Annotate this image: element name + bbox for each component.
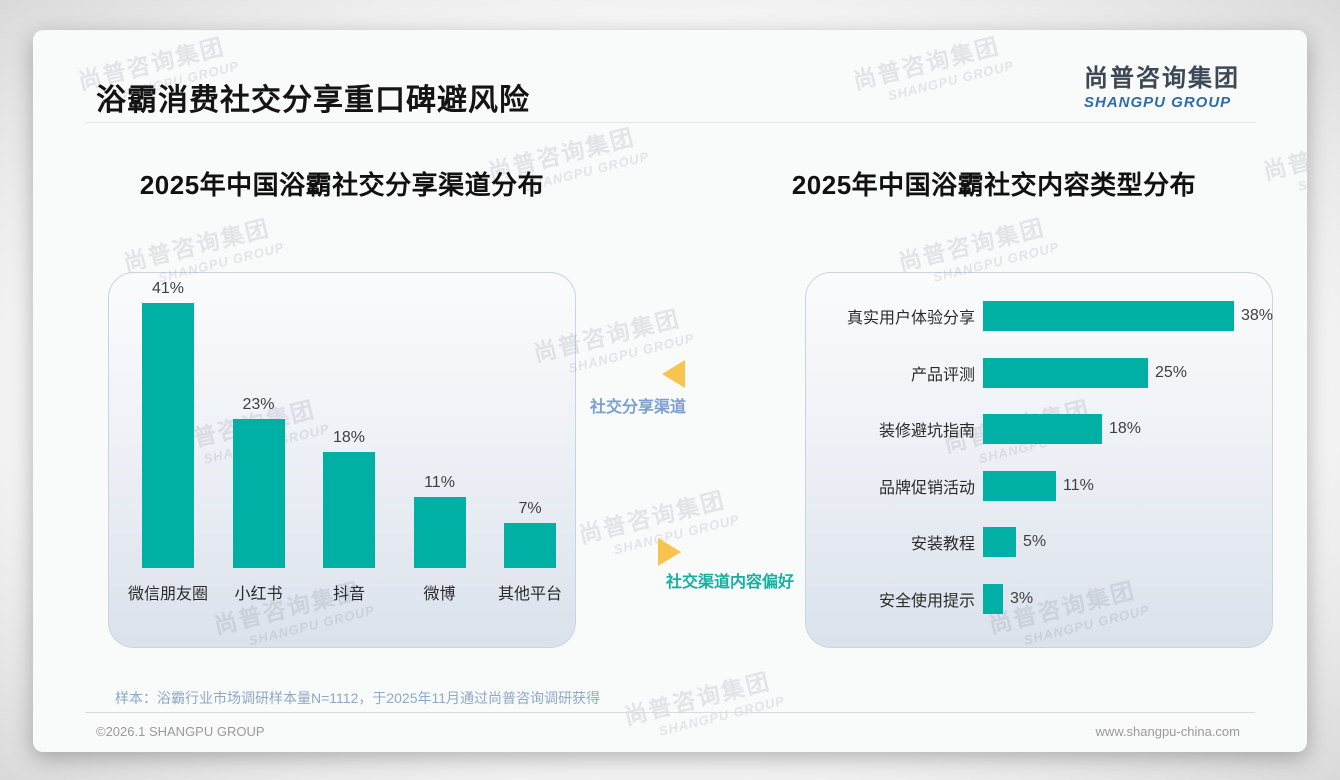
- arrow-right-icon: [658, 538, 681, 566]
- bar-value-label: 41%: [151, 280, 185, 297]
- content-type-bar-chart: 真实用户体验分享 38% 产品评测 25% 装修避坑指南 18% 品牌促销活动 11% 安装教程…: [805, 288, 1275, 627]
- hbar-category-label: 装修避坑指南: [878, 423, 975, 441]
- bar: [504, 523, 556, 568]
- bar-column: 23%: [232, 396, 285, 568]
- hbar-category-label: 真实用户体验分享: [846, 310, 975, 328]
- bar-column: 18%: [323, 429, 375, 568]
- bar-column: 41%: [142, 280, 194, 568]
- website-url: www.shangpu-china.com: [1095, 724, 1240, 739]
- bar-value-label: 23%: [242, 396, 275, 413]
- header-divider: [85, 122, 1255, 123]
- logo-chinese-name: 尚普咨询集团: [1084, 65, 1240, 92]
- bar: [413, 497, 466, 568]
- hbar-value-label: 11%: [1063, 476, 1094, 494]
- channel-annotation-label: 社交分享渠道: [590, 399, 687, 416]
- bar-value-label: 7%: [518, 500, 542, 517]
- bar-category-label: 微信朋友圈: [127, 586, 208, 603]
- report-slide: 尚普咨询集团 SHANGPU GROUP 尚普咨询集团 SHANGPU GROUP 尚普…: [33, 30, 1307, 752]
- page-title: 浴霸消费社交分享重口碑避风险: [96, 84, 530, 117]
- hbar-row: 装修避坑指南 18%: [805, 401, 1275, 458]
- bar: [142, 303, 194, 568]
- bar: [232, 419, 285, 568]
- hbar-row: 安装教程 5%: [805, 514, 1275, 571]
- hbar-row: 安全使用提示 3%: [805, 571, 1275, 628]
- bar-category-label: 微博: [423, 586, 456, 603]
- bar-category-label: 其他平台: [497, 586, 562, 603]
- hbar-row: 真实用户体验分享 38%: [805, 288, 1275, 345]
- hbar: [983, 301, 1234, 332]
- copyright-text: ©2026.1 SHANGPU GROUP: [96, 724, 265, 739]
- arrow-left-icon: [662, 360, 685, 388]
- hbar-row: 品牌促销活动 11%: [805, 458, 1275, 515]
- hbar-value-label: 25%: [1155, 363, 1188, 381]
- hbar: [983, 357, 1148, 388]
- bar-column: 11%: [413, 474, 466, 568]
- channel-category-labels: 微信朋友圈 小红书 抖音 微博 其他平台: [128, 580, 562, 604]
- footer-divider: [85, 712, 1255, 713]
- hbar-value-label: 18%: [1109, 420, 1142, 438]
- hbar-value-label: 3%: [1010, 589, 1034, 607]
- hbar-value-label: 5%: [1023, 533, 1047, 551]
- hbar-category-label: 品牌促销活动: [878, 479, 975, 497]
- bar-column: 7%: [504, 500, 556, 568]
- right-chart-panel: [805, 272, 1273, 648]
- bar-value-label: 18%: [332, 429, 366, 446]
- logo-english-name: SHANGPU GROUP: [1084, 94, 1232, 111]
- hbar-category-label: 安装教程: [910, 536, 975, 554]
- hbar: [983, 414, 1102, 445]
- bar-category-label: 抖音: [332, 586, 365, 603]
- hbar-row: 产品评测 25%: [805, 345, 1275, 402]
- hbar: [983, 470, 1056, 501]
- company-logo: 尚普咨询集团 SHANGPU GROUP: [1084, 58, 1240, 111]
- channel-bar-chart: 41% 23% 18% 11% 7%: [142, 272, 556, 568]
- content-annotation-label: 社交渠道内容偏好: [666, 574, 795, 591]
- hbar: [983, 583, 1003, 614]
- bar-value-label: 11%: [424, 474, 455, 491]
- hbar-category-label: 产品评测: [910, 366, 975, 384]
- sample-note: 样本：浴霸行业市场调研样本量N=1112，于2025年11月通过尚普咨询调研获得: [115, 690, 601, 706]
- bar: [323, 452, 375, 568]
- hbar-value-label: 38%: [1241, 307, 1274, 325]
- left-chart-title: 2025年中国浴霸社交分享渠道分布: [139, 170, 545, 200]
- hbar-category-label: 安全使用提示: [878, 592, 975, 610]
- hbar: [983, 527, 1016, 558]
- right-chart-title: 2025年中国浴霸社交内容类型分布: [791, 170, 1197, 200]
- bar-category-label: 小红书: [234, 586, 283, 603]
